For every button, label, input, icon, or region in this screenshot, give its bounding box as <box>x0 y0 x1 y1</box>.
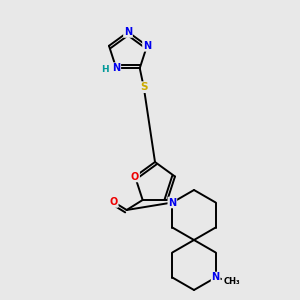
Text: O: O <box>131 172 139 182</box>
Text: N: N <box>124 27 132 37</box>
Text: N: N <box>112 63 120 73</box>
Text: H: H <box>101 65 109 74</box>
Text: CH₃: CH₃ <box>223 277 240 286</box>
Text: N: N <box>212 272 220 283</box>
Text: N: N <box>143 41 151 51</box>
Text: O: O <box>110 197 118 207</box>
Text: N: N <box>168 197 176 208</box>
Text: S: S <box>140 82 148 92</box>
Text: CH₃: CH₃ <box>223 277 241 286</box>
